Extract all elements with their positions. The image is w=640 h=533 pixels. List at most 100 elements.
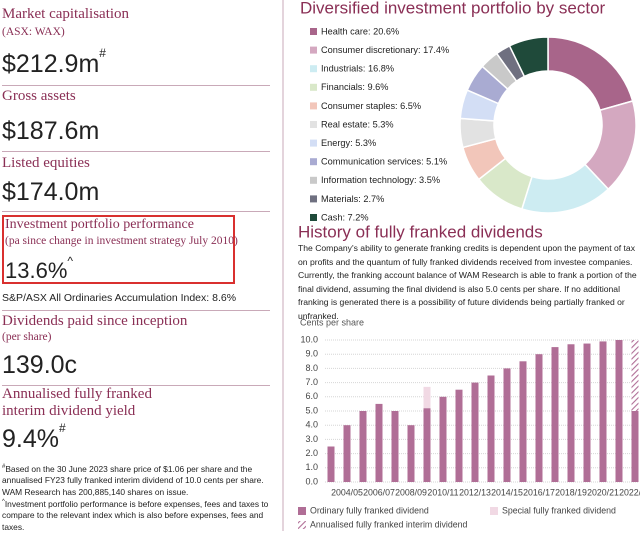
- legend-swatch: [298, 521, 306, 529]
- legend-swatch: [310, 139, 317, 147]
- x-tick-label: 2014/15: [491, 487, 523, 497]
- bar: [567, 344, 575, 482]
- bar: [391, 411, 399, 482]
- bar: [599, 341, 607, 482]
- rule: [2, 151, 270, 152]
- legend-label: Materials: 2.7%: [321, 194, 384, 204]
- x-tick-label: 2020/21: [587, 487, 619, 497]
- rule: [2, 385, 270, 386]
- bar: [535, 354, 543, 482]
- bar: [471, 382, 479, 482]
- legend-label: Ordinary fully franked dividend: [310, 505, 429, 515]
- legend-label: Real estate: 5.3%: [321, 119, 394, 129]
- stat-label: Dividends paid since inception: [2, 313, 188, 329]
- stat-value-wrap: 9.4%#: [2, 421, 66, 454]
- y-tick-label: 9.0: [305, 349, 318, 359]
- stat-value: $212.9m: [2, 50, 100, 78]
- x-tick-label: 2012/13: [459, 487, 491, 497]
- bar: [423, 386, 431, 409]
- stat-sup: ^: [67, 254, 74, 268]
- stat-value: $187.6m: [2, 117, 100, 145]
- stat-value: 9.4%: [2, 425, 59, 453]
- y-tick-label: 3.0: [305, 434, 318, 444]
- x-tick-label: 2008/09: [395, 487, 427, 497]
- bar: [439, 396, 447, 482]
- legend-swatch: [310, 65, 317, 73]
- legend-label: Information technology: 3.5%: [321, 175, 440, 185]
- stat-sup: #: [99, 46, 106, 60]
- y-tick-label: 8.0: [305, 363, 318, 373]
- x-tick-label: 2006/07: [363, 487, 395, 497]
- footnote-mark: #: [2, 464, 6, 470]
- y-axis-label: Cents per share: [300, 317, 364, 327]
- stat-value: 13.6%: [5, 258, 68, 283]
- legend-label: Annualised fully franked interim dividen…: [310, 519, 468, 529]
- bar: [615, 340, 623, 482]
- legend-swatch: [490, 507, 498, 515]
- legend-label: Special fully franked dividend: [502, 505, 616, 515]
- bar: [359, 411, 367, 482]
- legend-swatch: [310, 102, 317, 110]
- rule: [2, 211, 270, 212]
- x-tick-label: 2022/23: [619, 487, 640, 497]
- legend-label: Consumer discretionary: 17.4%: [321, 45, 449, 55]
- bar: [375, 403, 383, 482]
- footnote-mark: ^: [2, 499, 5, 505]
- bar: [631, 411, 639, 482]
- x-tick-label: 2010/11: [427, 487, 458, 497]
- x-tick-label: 2018/19: [555, 487, 587, 497]
- footnote-text: Investment portfolio performance is befo…: [2, 498, 269, 532]
- bar: [343, 425, 351, 482]
- pie-slice: [508, 36, 549, 78]
- bar: [423, 408, 431, 482]
- bar: [407, 425, 415, 482]
- bar: [503, 368, 511, 482]
- legend-label: Health care: 20.6%: [321, 26, 399, 36]
- legend-swatch: [310, 83, 317, 91]
- legend-swatch: [310, 158, 317, 166]
- stat-note: S&P/ASX All Ordinaries Accumulation Inde…: [2, 292, 237, 304]
- rule: [2, 85, 270, 86]
- pie-slice: [547, 36, 634, 112]
- stat-value-wrap: 13.6%^: [5, 254, 73, 284]
- stat-label: Market capitalisation: [2, 6, 130, 22]
- stat-label: Listed equities: [2, 155, 90, 171]
- bar: [551, 347, 559, 482]
- y-tick-label: 10.0: [300, 334, 318, 344]
- y-tick-label: 1.0: [305, 462, 318, 472]
- y-tick-label: 5.0: [305, 405, 318, 415]
- bar: [631, 340, 639, 411]
- x-tick-label: 2016/17: [523, 487, 555, 497]
- legend-swatch: [310, 46, 317, 54]
- y-tick-label: 4.0: [305, 420, 318, 430]
- legend-swatch: [310, 28, 317, 35]
- legend-label: Financials: 9.6%: [321, 82, 388, 92]
- x-tick-label: 2004/05: [331, 487, 363, 497]
- y-tick-label: 6.0: [305, 391, 318, 401]
- stat-label: Gross assets: [2, 88, 76, 104]
- stat-sublabel: (pa since change in investment strategy …: [5, 235, 238, 247]
- stat-value: 139.0c: [2, 351, 78, 379]
- legend-swatch: [310, 214, 317, 221]
- legend-label: Communication services: 5.1%: [321, 157, 447, 167]
- stat-label: Investment portfolio performance: [5, 217, 194, 232]
- legend-swatch: [310, 176, 317, 184]
- bar: [583, 343, 591, 482]
- bar: [327, 446, 335, 482]
- rule: [2, 310, 270, 311]
- bar: [487, 375, 495, 482]
- y-tick-label: 7.0: [305, 377, 318, 387]
- highlight-box: [2, 215, 235, 284]
- chart-title: History of fully franked dividends: [298, 222, 543, 241]
- legend-label: Consumer staples: 6.5%: [321, 101, 421, 111]
- stat-label: Annualised fully franked interim dividen…: [2, 386, 152, 419]
- footnote: ^Investment portfolio performance is bef…: [2, 497, 274, 533]
- legend-swatch: [310, 195, 317, 203]
- stat-value-wrap: $212.9m#: [2, 46, 106, 79]
- description: The Company's ability to generate franki…: [298, 243, 637, 321]
- footnote: #Based on the 30 June 2023 share price o…: [2, 462, 274, 498]
- bar: [519, 361, 527, 482]
- legend-label: Industrials: 16.8%: [321, 64, 394, 74]
- y-tick-label: 2.0: [305, 448, 318, 458]
